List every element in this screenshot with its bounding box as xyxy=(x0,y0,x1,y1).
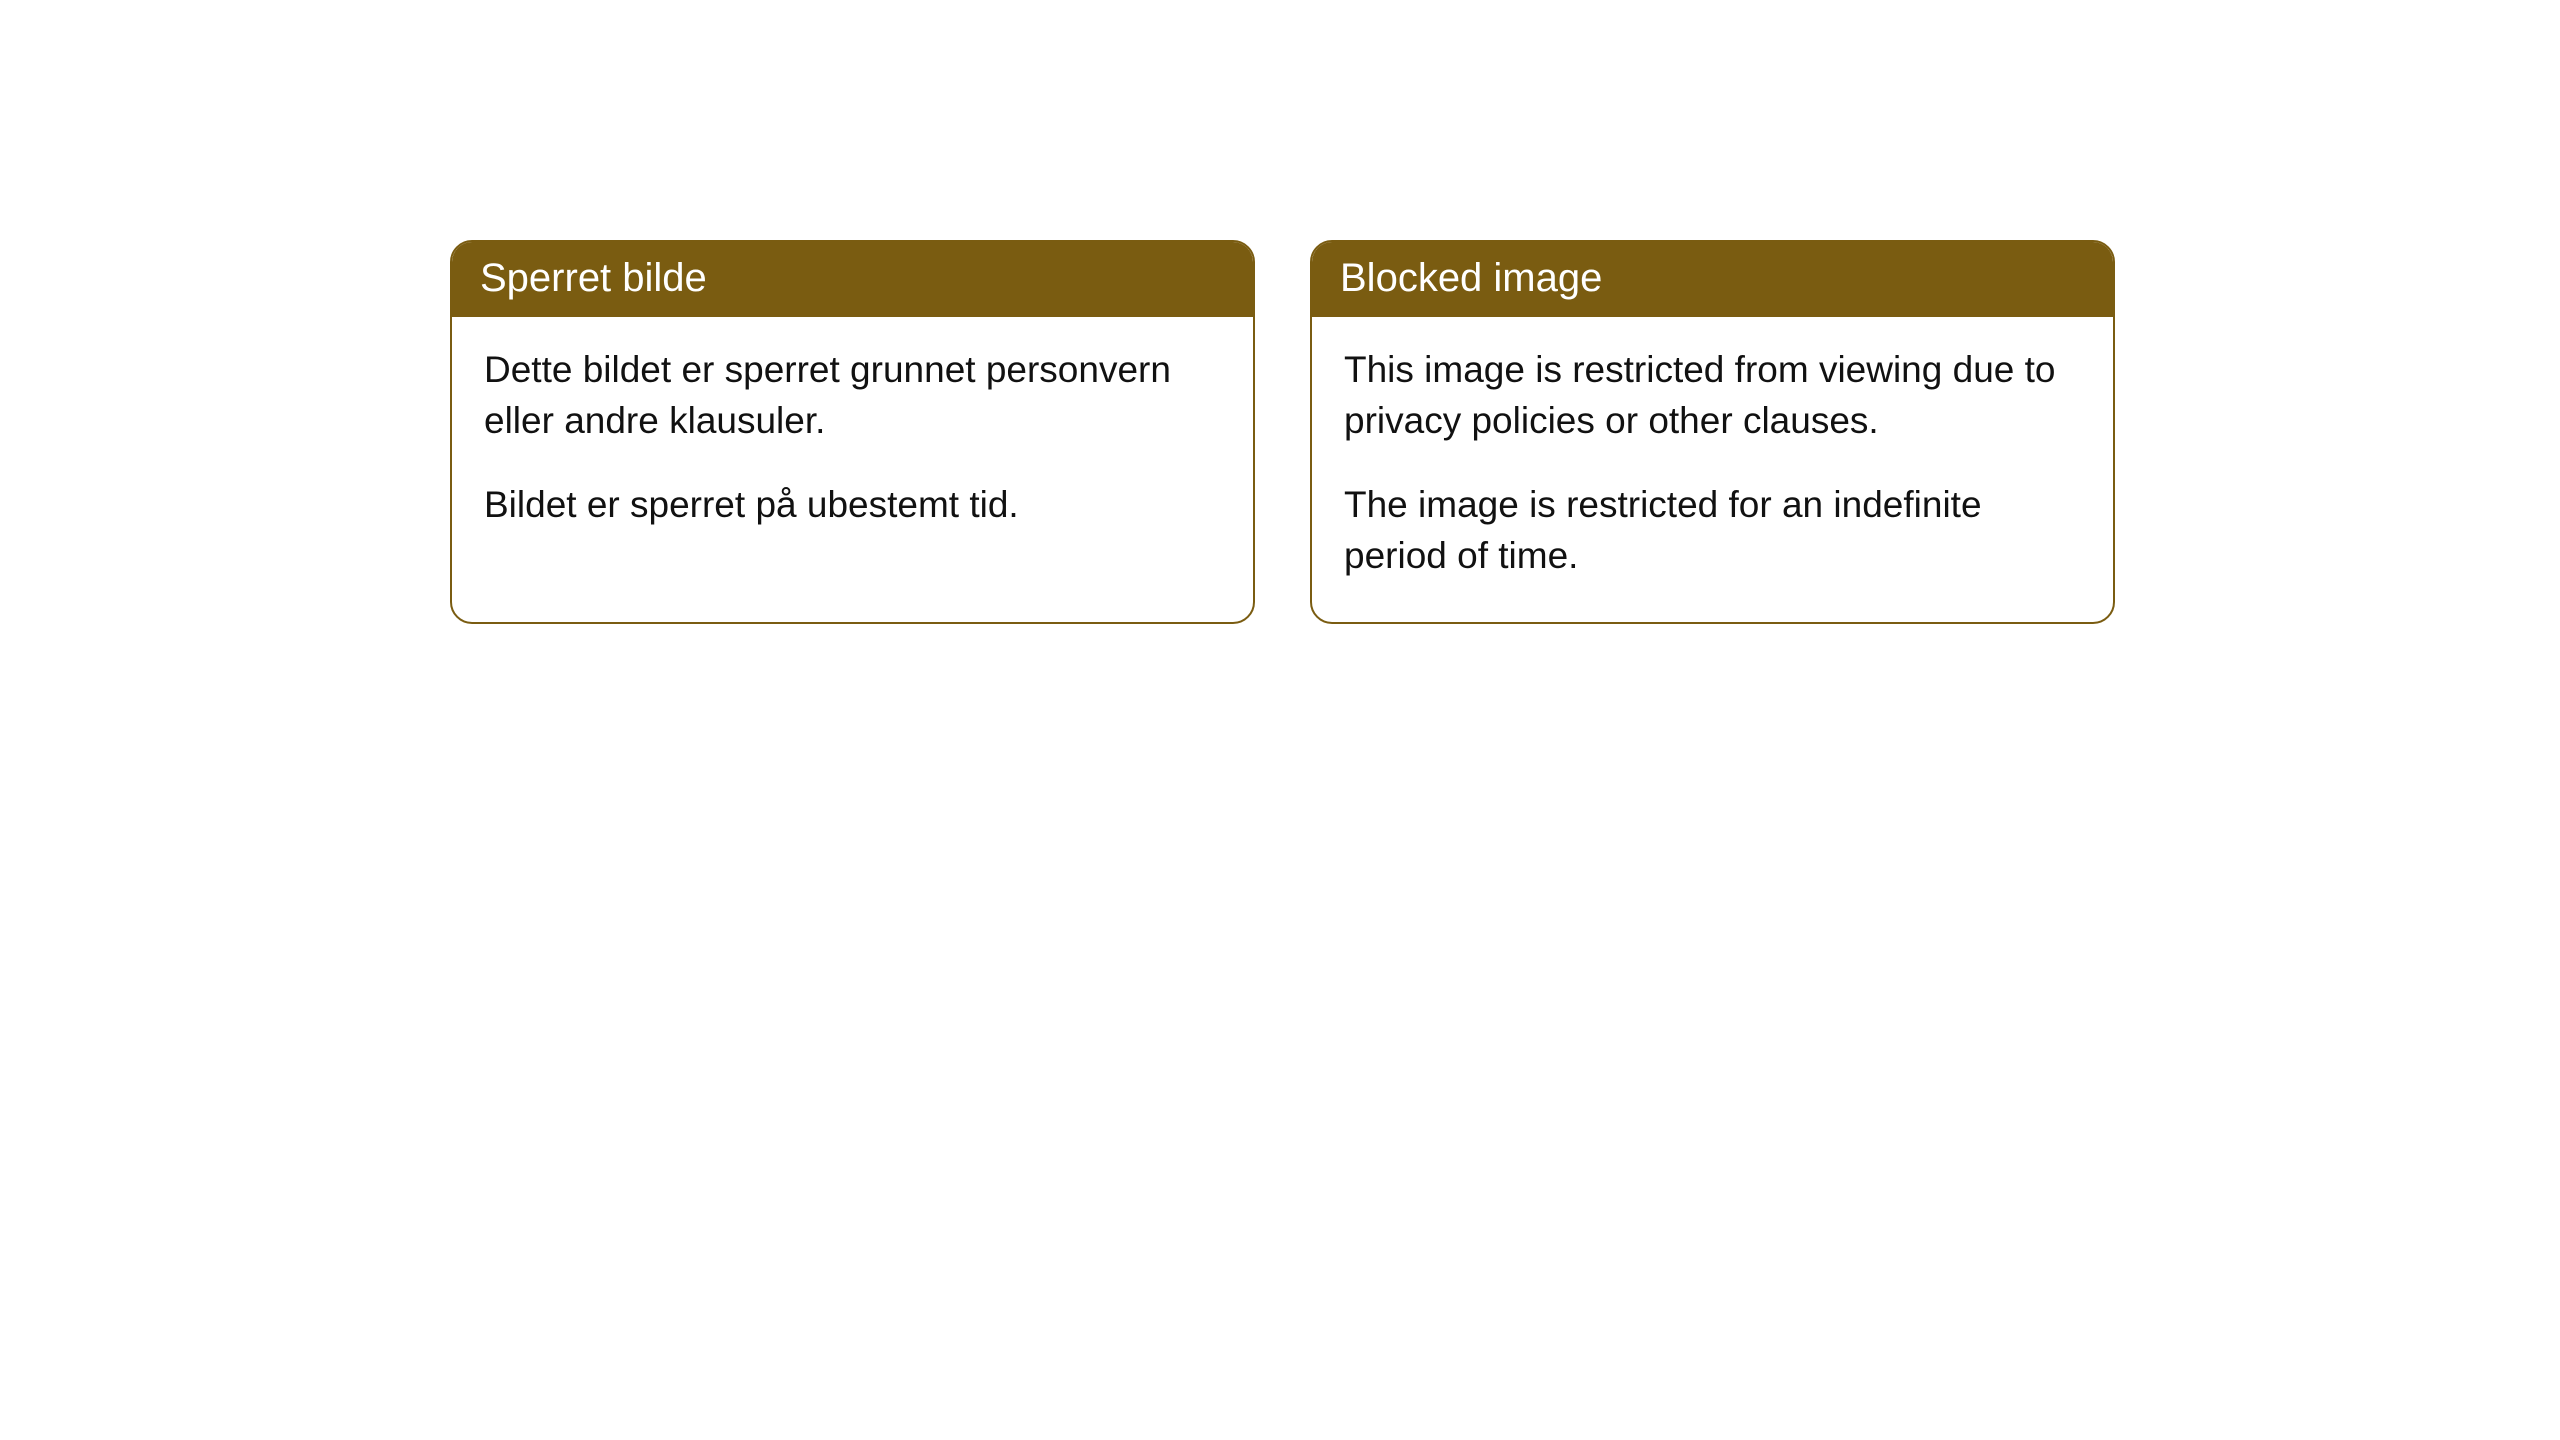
notice-paragraph: This image is restricted from viewing du… xyxy=(1344,345,2081,446)
notice-paragraph: Bildet er sperret på ubestemt tid. xyxy=(484,480,1221,531)
blocked-image-card-en: Blocked image This image is restricted f… xyxy=(1310,240,2115,624)
card-header: Sperret bilde xyxy=(452,242,1253,317)
card-header: Blocked image xyxy=(1312,242,2113,317)
blocked-image-card-no: Sperret bilde Dette bildet er sperret gr… xyxy=(450,240,1255,624)
card-body: This image is restricted from viewing du… xyxy=(1312,317,2113,622)
card-body: Dette bildet er sperret grunnet personve… xyxy=(452,317,1253,571)
notice-cards-container: Sperret bilde Dette bildet er sperret gr… xyxy=(0,0,2560,624)
notice-paragraph: Dette bildet er sperret grunnet personve… xyxy=(484,345,1221,446)
notice-paragraph: The image is restricted for an indefinit… xyxy=(1344,480,2081,581)
